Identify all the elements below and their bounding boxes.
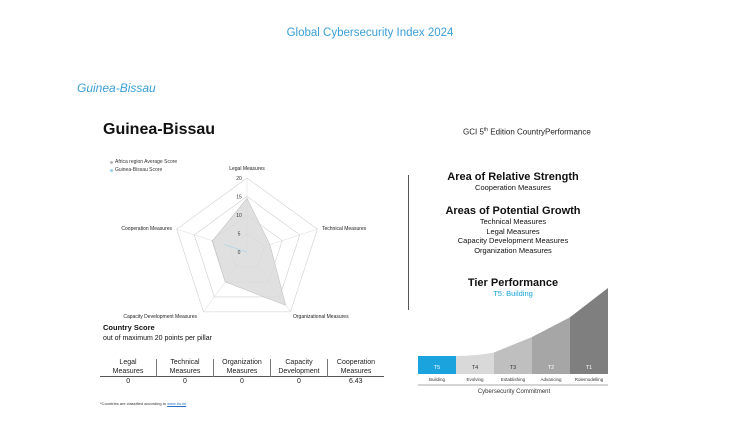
tier-code: T4	[472, 365, 478, 371]
edition-sup: th	[483, 127, 489, 133]
col-label-line2: Measures	[112, 367, 144, 375]
col-label-line1: Legal	[119, 359, 137, 366]
africa-average-area	[212, 197, 287, 306]
tier-step-t2	[532, 317, 570, 374]
tier-label: Advancing	[540, 377, 562, 382]
score-table-header: Legal Measures Technical Measures Organiza…	[100, 359, 384, 377]
growth-item: Capacity Development Measures	[457, 236, 569, 245]
col-label-line1: Capacity	[285, 359, 313, 366]
tier-label: Building	[429, 377, 446, 382]
score-cell: 0	[100, 376, 157, 386]
legend-label-country: Guinea-Bissau Score	[115, 167, 163, 173]
tier-axis-label: Cybersecurity Commitment	[478, 389, 551, 395]
footnote: *Countries are classified according to w…	[100, 401, 186, 406]
radar-legend: Africa region Average Score Guinea-Bissa…	[110, 159, 177, 173]
document-header: Global Cybersecurity Index 2024	[286, 27, 454, 39]
score-table: Legal Measures Technical Measures Organiza…	[100, 359, 384, 386]
tier-step-t3	[494, 337, 532, 374]
tier-section: Tier Performance T5: Building	[418, 277, 608, 299]
score-col-header: Legal Measures	[100, 359, 157, 377]
section-heading: Guinea-Bissau	[77, 81, 156, 95]
country-score-heading: Country Score out of maximum 20 points p…	[103, 323, 212, 344]
footnote-link[interactable]: www.itu.int	[167, 401, 187, 406]
score-cell: 0	[270, 376, 328, 386]
card-title: Guinea-Bissau	[103, 121, 216, 138]
radar-tick: 0	[238, 250, 241, 256]
legend-item-africa: Africa region Average Score	[110, 159, 177, 165]
country-score-title: Country Score	[103, 323, 155, 332]
col-label-line2: Measures	[340, 367, 372, 375]
tier-label: Evolving	[466, 377, 484, 382]
edition-prefix: GCI 5	[463, 127, 484, 137]
score-col-header: Organization Measures	[213, 359, 271, 377]
strength-section: Area of Relative Strength Cooperation Me…	[418, 171, 608, 193]
radar-grid-ring	[176, 177, 318, 313]
edition-label: GCI 5th Edition CountryPerformance	[463, 127, 591, 137]
tier-code: T1	[586, 365, 592, 371]
tier-label: Establishing	[501, 377, 526, 382]
radar-tick: 15	[236, 195, 242, 201]
legend-label-africa: Africa region Average Score	[115, 159, 178, 165]
legend-item-country: Guinea-Bissau Score	[110, 167, 177, 173]
score-cell: 6.43	[327, 376, 384, 386]
growth-item: Legal Measures	[486, 226, 540, 236]
score-col-header: Technical Measures	[156, 359, 214, 377]
tier-step-t4	[456, 352, 494, 374]
legend-swatch-country	[110, 168, 113, 172]
growth-item: Organization Measures	[474, 245, 552, 255]
radar-tick: 5	[238, 232, 241, 238]
col-label-line1: Organization	[222, 359, 262, 366]
vertical-divider	[408, 175, 409, 310]
tier-label: Rolemodelling	[575, 377, 604, 382]
col-label-line1: Cooperation	[336, 359, 376, 366]
footnote-text: *Countries are classified according to	[100, 401, 168, 406]
strength-item: Cooperation Measures	[475, 183, 551, 192]
radar-axis-label: Legal Measures	[229, 166, 265, 172]
score-col-header: Cooperation Measures	[328, 359, 385, 377]
radar-axis-label: Capacity Development Measures	[123, 314, 197, 320]
col-label-line1: Technical	[170, 359, 200, 366]
score-table-wrap: Legal Measures Technical Measures Organiza…	[100, 359, 384, 386]
tier-step-t5	[418, 356, 456, 374]
legend-swatch-africa	[110, 160, 113, 164]
score-table-row: 0 0 0 0 6.43	[100, 376, 384, 386]
radar-axis-label: Organizational Measures	[293, 314, 349, 320]
radar-tick: 20	[236, 176, 242, 182]
tier-current: T5: Building	[493, 289, 533, 298]
radar-axis-label: Cooperation Measures	[121, 226, 172, 232]
country-score-area	[224, 244, 248, 253]
tier-title: Tier Performance	[467, 277, 559, 289]
col-label-line2: Measures	[169, 367, 201, 375]
score-col-header: Capacity Development	[270, 359, 328, 377]
radar-chart: 20 15 10 5 0 Legal Measures Technical Me…	[121, 166, 367, 320]
col-label-line2: Development	[278, 367, 320, 375]
score-cell: 0	[213, 376, 271, 386]
tier-code: T5	[434, 365, 440, 371]
radar-axis-label: Technical Measures	[322, 226, 367, 232]
tier-code: T3	[510, 365, 516, 371]
growth-item: Technical Measures	[479, 217, 547, 226]
strength-title: Area of Relative Strength	[447, 171, 579, 183]
edition-suffix: Edition CountryPerformance	[488, 127, 591, 137]
tier-code: T2	[548, 365, 554, 371]
growth-title: Areas of Potential Growth	[445, 205, 581, 217]
score-cell: 0	[156, 376, 214, 386]
col-label-line2: Measures	[226, 367, 258, 375]
growth-section: Areas of Potential Growth Technical Meas…	[418, 205, 608, 255]
tier-staircase: T5 Building T4 Evolving T3 Establishing T2 Adva…	[418, 288, 608, 395]
country-score-subtitle: out of maximum 20 points per pillar	[103, 335, 212, 342]
tier-step-t1	[570, 288, 608, 374]
radar-tick: 10	[236, 213, 242, 219]
radar-grid-ring	[193, 196, 301, 298]
